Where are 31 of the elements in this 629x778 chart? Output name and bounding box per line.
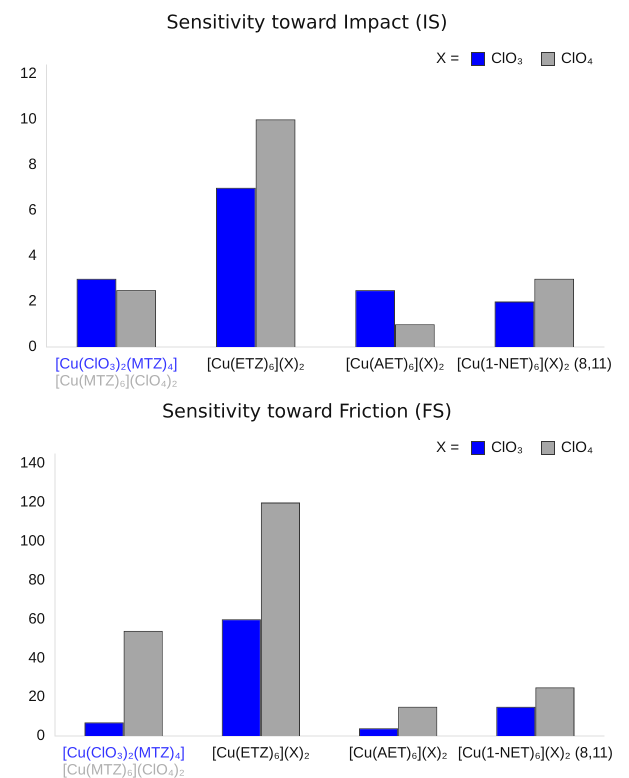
legend-title: X = xyxy=(436,439,460,456)
y-tick-label: 100 xyxy=(20,532,46,550)
x-tick-label: [Cu(ETZ)₆](X)₂ xyxy=(212,744,310,762)
y-tick-label: 8 xyxy=(28,156,37,174)
y-tick-label: 10 xyxy=(20,110,37,128)
legend-label: ClO₄ xyxy=(561,50,593,67)
y-tick-label: 0 xyxy=(28,338,37,356)
y-tick-label: 20 xyxy=(28,688,46,706)
y-tick-label: 140 xyxy=(20,454,46,472)
y-tick-label: 2 xyxy=(28,292,37,310)
legend-title: X = xyxy=(436,50,460,67)
y-tick-label: 80 xyxy=(28,571,46,588)
x-tick-label: [Cu(AET)₆](X)₂ xyxy=(348,744,448,762)
x-tick-label: [Cu(ClO₃)₂(MTZ)₄] [Cu(MTZ)₆](ClO₄)₂ xyxy=(55,356,178,390)
y-tick-label: 120 xyxy=(20,494,46,511)
x-tick-label: [Cu(1-NET)₆](X)₂ (8,11) xyxy=(456,356,612,373)
legend-label: ClO₃ xyxy=(491,439,524,456)
chart-title: Sensitivity toward Impact (IS) xyxy=(166,11,448,34)
x-tick-label: [Cu(ClO₃)₂(MTZ)₄] [Cu(MTZ)₆](ClO₄)₂ xyxy=(62,744,185,778)
x-tick-label: [Cu(AET)₆](X)₂ xyxy=(346,356,444,373)
y-tick-label: 12 xyxy=(20,65,37,82)
y-tick-label: 6 xyxy=(28,202,37,219)
y-tick-label: 0 xyxy=(36,727,46,744)
x-tick-label: [Cu(ETZ)₆](X)₂ xyxy=(206,356,305,373)
y-tick-label: 60 xyxy=(28,610,46,628)
y-tick-label: 40 xyxy=(28,649,46,666)
y-tick-label: 4 xyxy=(28,247,37,264)
x-tick-label: [Cu(1-NET)₆](X)₂ (8,11) xyxy=(458,744,613,762)
legend-label: ClO₄ xyxy=(561,439,593,456)
legend-label: ClO₃ xyxy=(491,50,524,67)
chart-title: Sensitivity toward Friction (FS) xyxy=(162,400,452,422)
